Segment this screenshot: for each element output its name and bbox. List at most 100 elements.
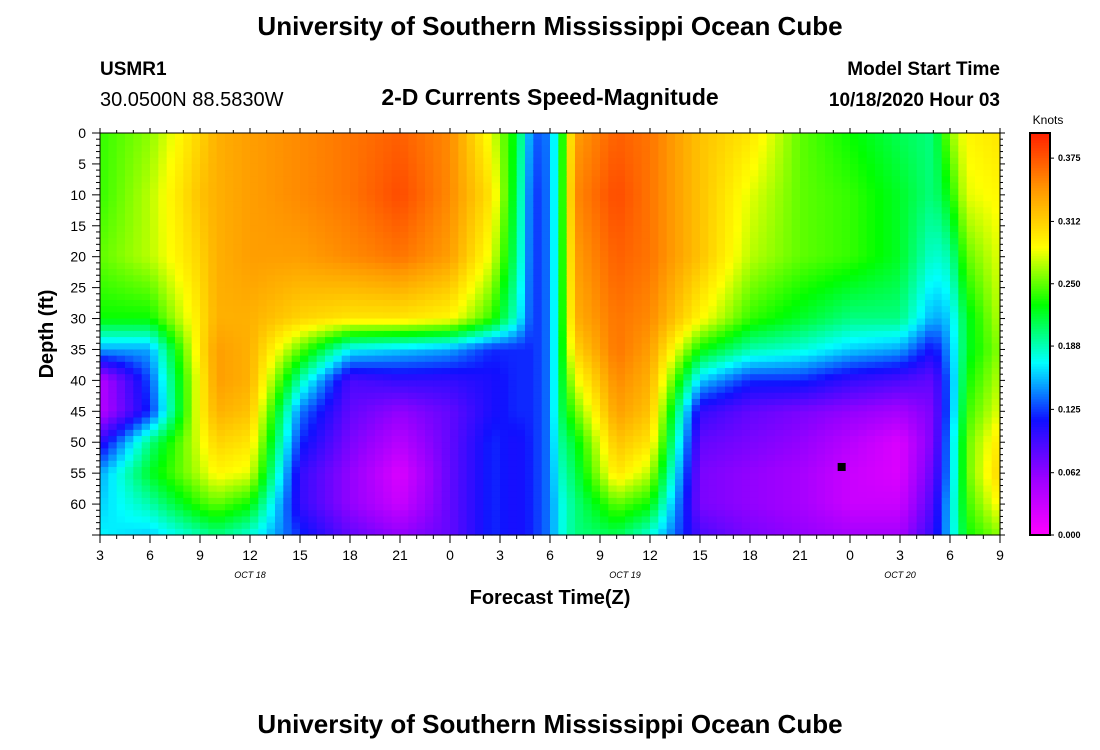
heatmap-cell — [358, 460, 368, 468]
heatmap-cell — [725, 448, 734, 456]
heatmap-cell — [141, 250, 151, 258]
heatmap-cell — [658, 479, 668, 487]
heatmap-cell — [683, 442, 693, 450]
heatmap-cell — [491, 368, 501, 375]
heatmap-cell — [450, 392, 459, 400]
heatmap-cell — [633, 157, 643, 165]
heatmap-cell — [191, 497, 201, 505]
heatmap-cell — [450, 454, 459, 462]
heatmap-cell — [400, 213, 409, 221]
heatmap-cell — [375, 225, 384, 233]
heatmap-cell — [558, 349, 568, 357]
heatmap-cell — [341, 380, 351, 388]
heatmap-cell — [333, 176, 343, 184]
heatmap-cell — [516, 139, 526, 146]
heatmap-cell — [583, 281, 593, 289]
heatmap-cell — [591, 151, 601, 159]
heatmap-cell — [450, 194, 459, 202]
heatmap-cell — [308, 262, 318, 270]
heatmap-cell — [383, 460, 393, 468]
heatmap-cell — [166, 250, 176, 258]
heatmap-cell — [708, 157, 718, 165]
heatmap-cell — [266, 207, 276, 214]
heatmap-cell — [141, 349, 151, 357]
heatmap-cell — [141, 429, 151, 437]
heatmap-cell — [208, 256, 218, 264]
heatmap-cell — [250, 485, 259, 493]
heatmap-cell — [408, 275, 418, 283]
heatmap-cell — [483, 151, 493, 159]
heatmap-cell — [591, 343, 601, 351]
heatmap-cell — [716, 269, 726, 276]
heatmap-cell — [183, 380, 193, 388]
heatmap-cell — [383, 355, 393, 363]
heatmap-cell — [383, 386, 393, 394]
heatmap-cell — [641, 275, 651, 283]
heatmap-cell — [341, 182, 351, 190]
heatmap-cell — [666, 343, 676, 351]
heatmap-cell — [141, 269, 151, 276]
heatmap-cell — [583, 343, 593, 351]
heatmap-cell — [483, 491, 493, 499]
heatmap-cell — [183, 145, 193, 153]
heatmap-cell — [275, 516, 284, 524]
heatmap-cell — [675, 244, 684, 252]
heatmap-cell — [233, 355, 243, 363]
heatmap-cell — [525, 380, 534, 388]
heatmap-cell — [291, 436, 301, 443]
heatmap-cell — [183, 479, 193, 487]
heatmap-cell — [291, 454, 301, 462]
heatmap-cell — [508, 361, 518, 369]
heatmap-cell — [616, 423, 626, 431]
heatmap-cell — [733, 436, 743, 443]
heatmap-cell — [183, 269, 193, 276]
heatmap-cell — [250, 473, 259, 480]
heatmap-cell — [300, 287, 309, 295]
heatmap-cell — [641, 510, 651, 518]
heatmap-cell — [591, 510, 601, 518]
heatmap-cell — [150, 306, 159, 313]
heatmap-cell — [141, 405, 151, 412]
heatmap-cell — [558, 398, 568, 406]
heatmap-cell — [708, 262, 718, 270]
heatmap-cell — [566, 318, 576, 326]
heatmap-cell — [608, 466, 618, 474]
heatmap-cell — [566, 411, 576, 419]
heatmap-cell — [575, 349, 584, 357]
heatmap-cell — [675, 194, 684, 202]
heatmap-cell — [641, 207, 651, 214]
heatmap-cell — [666, 337, 676, 344]
heatmap-cell — [416, 262, 426, 270]
heatmap-cell — [208, 411, 218, 419]
heatmap-cell — [208, 238, 218, 245]
heatmap-cell — [175, 497, 184, 505]
heatmap-cell — [566, 343, 576, 351]
heatmap-cell — [650, 170, 659, 177]
heatmap-cell — [358, 281, 368, 289]
heatmap-cell — [116, 429, 126, 437]
heatmap-cell — [375, 343, 384, 351]
heatmap-cell — [633, 219, 643, 227]
heatmap-cell — [566, 330, 576, 338]
heatmap-cell — [141, 176, 151, 184]
heatmap-cell — [550, 250, 559, 258]
heatmap-cell — [733, 157, 743, 165]
heatmap-cell — [450, 269, 459, 276]
heatmap-cell — [491, 466, 501, 474]
heatmap-cell — [450, 473, 459, 480]
heatmap-cell — [650, 262, 659, 270]
heatmap-cell — [158, 157, 168, 165]
heatmap-cell — [508, 250, 518, 258]
heatmap-cell — [633, 306, 643, 313]
heatmap-cell — [341, 133, 351, 140]
heatmap-cell — [141, 182, 151, 190]
heatmap-cell — [283, 460, 293, 468]
heatmap-cell — [700, 436, 709, 443]
heatmap-cell — [641, 442, 651, 450]
heatmap-cell — [125, 225, 134, 233]
heatmap-cell — [108, 522, 118, 530]
heatmap-cell — [250, 299, 259, 307]
heatmap-cell — [533, 405, 543, 412]
heatmap-cell — [550, 293, 559, 301]
heatmap-cell — [366, 250, 376, 258]
